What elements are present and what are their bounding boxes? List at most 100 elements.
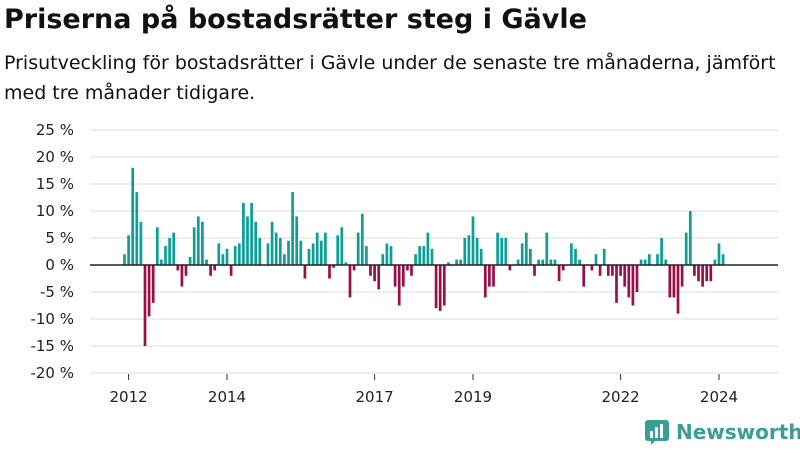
bar (647, 254, 651, 265)
bar (582, 265, 586, 287)
bar (488, 265, 491, 287)
bar (430, 248, 434, 265)
bar (557, 265, 561, 282)
latest-value-annotation: 2 % (738, 0, 768, 4)
bar (147, 265, 151, 317)
bar (414, 254, 417, 265)
bar (656, 254, 659, 265)
bar (467, 235, 471, 265)
bar (258, 238, 262, 265)
bar (217, 243, 221, 265)
y-tick-label: -20 % (30, 364, 74, 382)
y-tick-label: 20 % (36, 148, 74, 166)
bar (660, 238, 663, 265)
bar (561, 265, 565, 271)
bar (135, 192, 139, 265)
bar (242, 202, 245, 265)
bar (389, 246, 393, 265)
bar (442, 265, 446, 306)
bar (332, 265, 335, 268)
bars (90, 167, 778, 346)
bar (524, 232, 528, 265)
bar (274, 232, 278, 265)
bar (356, 232, 360, 265)
newsworthy-logo: Newsworthy (644, 417, 800, 447)
bar (209, 265, 212, 276)
bar (237, 243, 241, 265)
bar (315, 232, 319, 265)
x-axis-ticks: 2012 2014 2017 2019 2022 2024 (110, 374, 738, 406)
bar (410, 265, 413, 276)
bar (570, 243, 573, 265)
bar (508, 265, 512, 271)
bar (164, 246, 167, 265)
bar (196, 216, 200, 265)
bar (250, 202, 253, 265)
bar (606, 265, 610, 276)
bar (401, 265, 405, 287)
bar (721, 254, 725, 265)
bar (627, 265, 631, 298)
bar (213, 265, 217, 271)
bar (225, 248, 229, 265)
bar (180, 265, 184, 287)
bar (155, 227, 159, 265)
bar (643, 259, 647, 265)
bar (713, 259, 717, 265)
bar (463, 238, 467, 265)
bar (471, 216, 475, 265)
bar (598, 265, 602, 276)
bar (594, 254, 598, 265)
bar (319, 240, 323, 265)
y-tick-label: 15 % (36, 175, 74, 193)
bar (553, 259, 557, 265)
y-tick-label: -10 % (30, 310, 74, 328)
bar (619, 265, 622, 276)
bar (127, 235, 130, 265)
bar (549, 259, 553, 265)
bar (639, 259, 643, 265)
bar (246, 216, 249, 265)
bar (717, 243, 721, 265)
bar (701, 265, 704, 287)
bar (151, 265, 155, 303)
bar (611, 265, 614, 276)
bar (348, 265, 352, 298)
bar (483, 265, 487, 298)
x-tick-label: 2012 (110, 388, 148, 406)
bar (278, 238, 282, 265)
bar (168, 238, 171, 265)
bar (188, 256, 192, 265)
bar (184, 265, 188, 276)
bar (324, 232, 327, 265)
y-tick-label: 5 % (45, 229, 74, 247)
bar (397, 265, 401, 306)
bar (541, 259, 545, 265)
x-tick-label: 2019 (454, 388, 492, 406)
bar (693, 265, 696, 276)
bar (340, 227, 344, 265)
bar (311, 243, 315, 265)
bar (578, 259, 581, 265)
bar (344, 262, 348, 265)
y-tick-label: 25 % (36, 121, 74, 139)
bar (459, 259, 463, 265)
bar (688, 211, 692, 265)
bar (447, 262, 450, 265)
bar (635, 265, 639, 292)
bar (229, 265, 233, 276)
y-tick-label: 0 % (45, 256, 74, 274)
bar (492, 265, 495, 287)
bar (291, 192, 294, 265)
bar (676, 265, 680, 314)
bar (697, 265, 700, 282)
bar (123, 254, 126, 265)
bar (438, 265, 442, 311)
bar (500, 238, 504, 265)
bar (668, 265, 672, 298)
bar (176, 265, 180, 271)
bar (201, 221, 204, 265)
bar (434, 265, 438, 309)
bar (172, 232, 176, 265)
